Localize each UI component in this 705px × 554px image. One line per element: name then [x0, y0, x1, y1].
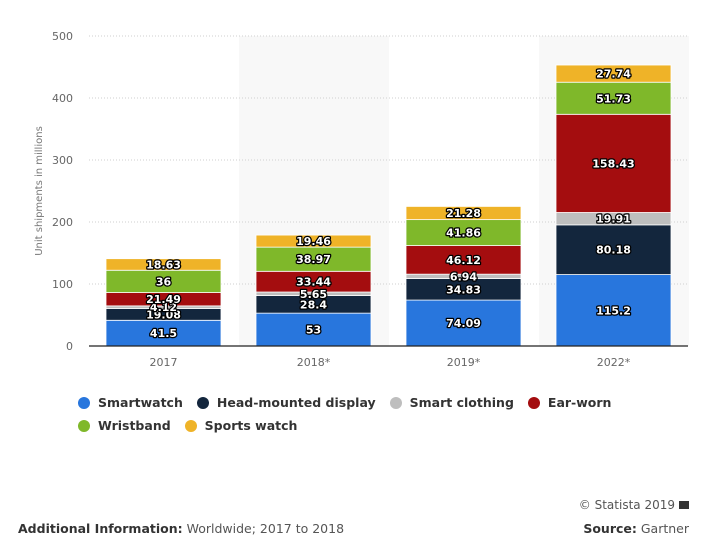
data-label: 34.83	[446, 283, 481, 296]
y-tick-label: 400	[52, 92, 73, 105]
bar-segment-smartwatch[interactable]	[555, 274, 672, 347]
bar-segment-ear-worn[interactable]	[405, 245, 522, 275]
y-axis-label: Unit shipments in millions	[34, 126, 45, 256]
legend-label: Wristband	[98, 418, 171, 433]
data-label: 36	[156, 275, 172, 288]
data-label: 19.08	[146, 308, 181, 321]
data-label: 28.4	[300, 298, 327, 311]
legend-label: Smartwatch	[98, 395, 183, 410]
data-label: 4.12	[150, 301, 177, 314]
bar-segment-smartwatch[interactable]	[255, 312, 372, 347]
y-tick-label: 100	[52, 278, 73, 291]
data-label: 21.28	[446, 207, 481, 220]
legend-marker-icon	[196, 396, 209, 409]
x-tick-label: 2017	[150, 356, 178, 369]
data-label: 158.43	[592, 157, 634, 170]
bar-segment-sports-watch[interactable]	[255, 234, 372, 248]
legend: Smartwatch Head-mounted display Smart clot…	[78, 395, 678, 441]
data-label: 19.46	[296, 235, 331, 248]
legend-item[interactable]: Sports watch	[184, 418, 298, 433]
y-tick-label: 0	[66, 340, 73, 353]
legend-label: Smart clothing	[409, 395, 514, 410]
bar-segment-sports-watch[interactable]	[405, 206, 522, 221]
bar-segment-smartwatch[interactable]	[405, 299, 522, 347]
data-label: 5.65	[300, 288, 327, 301]
legend-item[interactable]: Head-mounted display	[196, 395, 376, 410]
data-label: 19.91	[596, 213, 631, 226]
copyright[interactable]: © Statista 2019	[579, 498, 689, 512]
bars	[105, 64, 672, 347]
data-label: 74.09	[446, 317, 481, 330]
bar-segment-ear-worn[interactable]	[555, 113, 672, 213]
additional-info-value: Worldwide; 2017 to 2018	[182, 521, 345, 536]
legend-item[interactable]: Wristband	[78, 418, 171, 433]
data-label: 33.44	[296, 276, 331, 289]
legend-item[interactable]: Ear-worn	[527, 395, 612, 410]
bar-segment-sports-watch[interactable]	[105, 258, 222, 271]
data-label: 46.12	[446, 254, 481, 267]
legend-item[interactable]: Smart clothing	[389, 395, 514, 410]
flag-icon[interactable]	[679, 501, 689, 509]
y-tick-label: 200	[52, 216, 73, 229]
x-tick-label: 2018*	[297, 356, 331, 369]
data-label: 115.2	[596, 304, 631, 317]
legend-marker-icon	[78, 419, 90, 432]
data-label: 18.63	[146, 258, 181, 271]
legend-marker-icon	[389, 396, 402, 409]
data-label: 41.5	[150, 327, 177, 340]
source-label: Source:	[583, 521, 637, 536]
bar-segment-smartwatch[interactable]	[105, 319, 222, 347]
stacked-bar-chart: 0 100 200 300 400 500 Unit shipments in milli…	[34, 30, 689, 369]
data-label: 51.73	[596, 92, 631, 105]
y-axis-ticks: 0 100 200 300 400 500	[52, 30, 73, 353]
source: Source: Gartner	[583, 521, 689, 536]
data-label: 21.49	[146, 293, 181, 306]
legend-item[interactable]: Smartwatch	[78, 395, 183, 410]
legend-label: Ear-worn	[547, 395, 612, 410]
data-label: 53	[306, 324, 321, 337]
bar-segment-sports-watch[interactable]	[555, 64, 672, 83]
y-tick-label: 300	[52, 154, 73, 167]
data-label: 38.97	[296, 253, 331, 266]
data-label: 41.86	[446, 227, 481, 240]
y-tick-label: 500	[52, 30, 73, 43]
additional-info-label: Additional Information:	[18, 521, 183, 536]
bar-segment-wristband[interactable]	[405, 219, 522, 246]
legend-label: Sports watch	[204, 418, 298, 433]
x-tick-label: 2022*	[597, 356, 631, 369]
source-value: Gartner	[636, 521, 689, 536]
legend-marker-icon	[184, 419, 197, 432]
legend-label: Head-mounted display	[216, 395, 376, 410]
x-tick-label: 2019*	[447, 356, 481, 369]
data-label: 80.18	[596, 244, 631, 257]
x-axis-ticks: 2017 2018* 2019* 2022*	[150, 356, 631, 369]
legend-marker-icon	[78, 396, 90, 409]
copyright-text[interactable]: © Statista 2019	[578, 498, 675, 512]
data-label: 6.94	[450, 270, 477, 283]
legend-marker-icon	[527, 396, 540, 409]
additional-information: Additional Information: Worldwide; 2017 …	[18, 521, 344, 536]
bar-segment-wristband[interactable]	[555, 81, 672, 115]
data-label: 27.74	[596, 68, 631, 81]
